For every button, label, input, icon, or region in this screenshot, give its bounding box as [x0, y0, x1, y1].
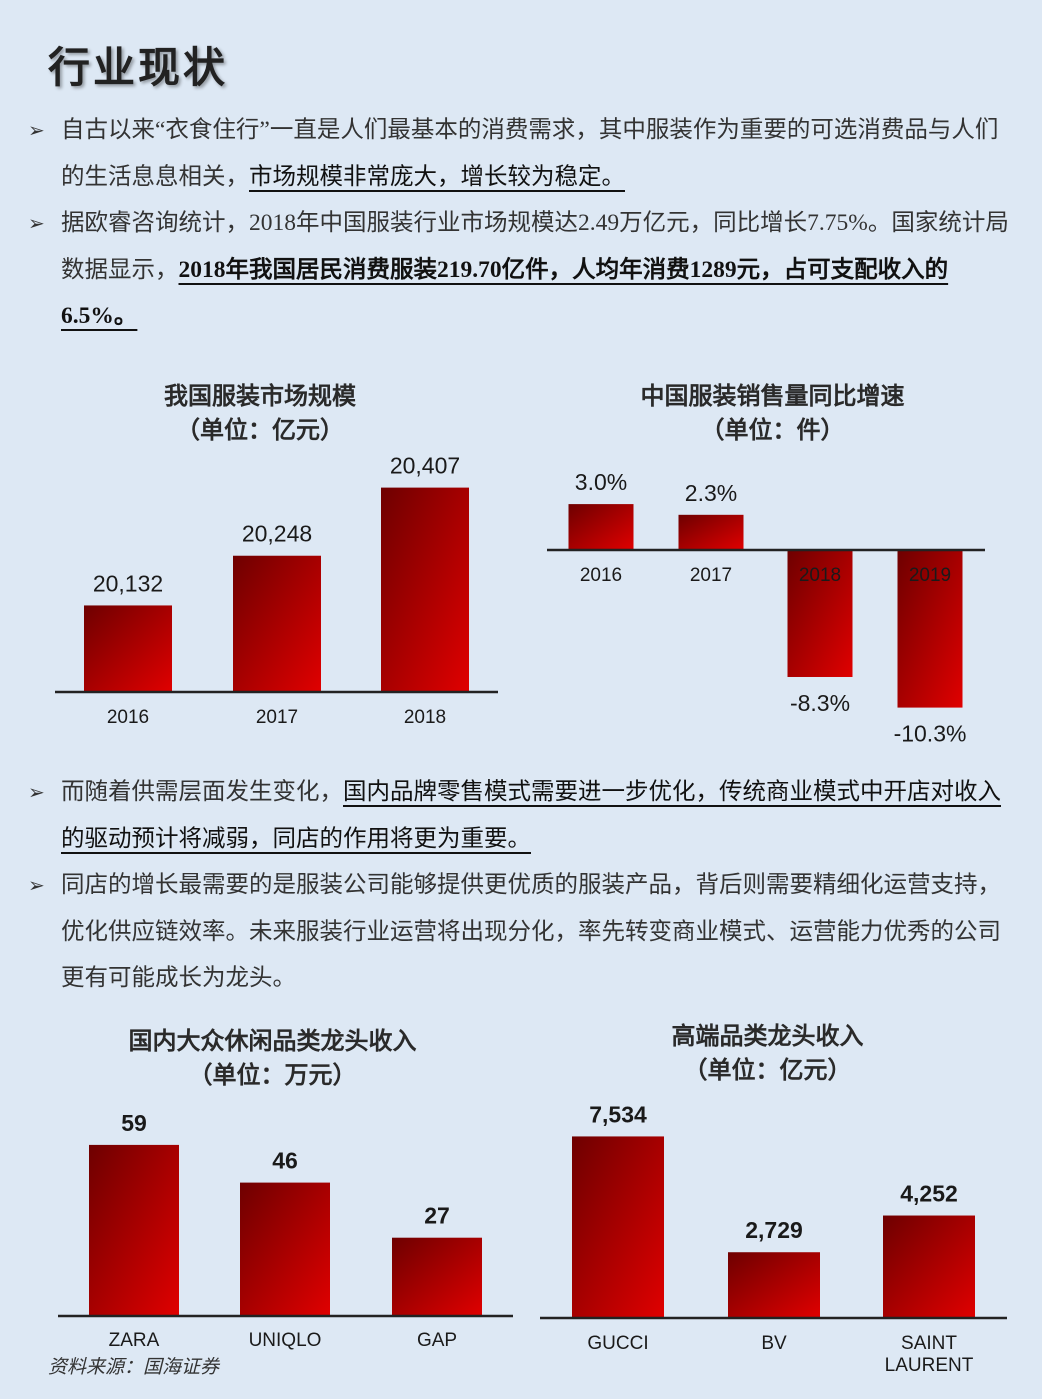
paragraph-emphasis: 国内品牌零售模式需要进一步优化，传统商业模式中开店对收入的驱动预计将减弱，同店的… — [61, 779, 1001, 852]
paragraph-text: 自古以来“衣食住行”一直是人们最基本的消费需求，其中服装作为重要的可选消费品与人… — [61, 117, 999, 190]
chart-subtitle: （单位：万元） — [188, 1063, 357, 1089]
source-note: 资料来源：国海证券 — [48, 1357, 220, 1378]
bullet-paragraph-3: ➢ 而随着供需层面发生变化，国内品牌零售模式需要进一步优化，传统商业模式中开店对… — [28, 769, 1018, 862]
chart-title: 国内大众休闲品类龙头收入 — [128, 1029, 417, 1055]
chart-subtitle: （单位：亿元） — [683, 1058, 852, 1084]
category-label: SAINT LAURENT — [885, 1333, 974, 1376]
arrow-bullet-icon: ➢ — [28, 211, 45, 235]
bar-2019 — [897, 550, 963, 708]
value-label: -10.3% — [894, 721, 967, 747]
value-label: 4,252 — [900, 1181, 958, 1207]
value-label: 2.3% — [685, 480, 737, 506]
value-label: 2,729 — [745, 1217, 803, 1243]
bar-bv — [728, 1252, 820, 1318]
chart-title: 我国服装市场规模 — [164, 384, 356, 410]
bar-2016 — [84, 605, 172, 692]
chart-3-title-block: 国内大众休闲品类龙头收入 （单位：万元） — [95, 1025, 450, 1093]
bullet-paragraph-2: ➢ 据欧睿咨询统计，2018年中国服装行业市场规模达2.49万亿元，同比增长7.… — [28, 200, 1018, 340]
arrow-bullet-icon: ➢ — [28, 118, 45, 142]
chart-2-title-block: 中国服装销售量同比增速 （单位：件） — [600, 380, 945, 448]
bar-2018 — [787, 550, 853, 677]
value-label: 46 — [272, 1148, 298, 1174]
paragraph-text: 同店的增长最需要的是服装公司能够提供更优质的服装产品，背后则需要精细化运营支持，… — [61, 872, 1001, 991]
chart-4-title-block: 高端品类龙头收入 （单位：亿元） — [625, 1020, 910, 1088]
category-label: GUCCI — [587, 1333, 648, 1354]
category-label: BV — [761, 1333, 787, 1354]
value-label: 3.0% — [575, 469, 627, 495]
category-label: 2018 — [799, 565, 841, 586]
category-label: 2018 — [404, 707, 446, 728]
paragraph-text: 而随着供需层面发生变化， — [61, 779, 343, 805]
chart-1-title-block: 我国服装市场规模 （单位：亿元） — [110, 380, 410, 448]
value-label: 27 — [424, 1203, 450, 1229]
bar-saint-laurent — [883, 1215, 975, 1318]
bar-2017 — [233, 555, 321, 692]
value-label: 20,407 — [390, 453, 460, 479]
chart-subtitle: （单位：件） — [700, 418, 845, 444]
value-label: -8.3% — [790, 690, 850, 716]
bar-2016 — [568, 504, 634, 550]
value-label: 20,132 — [93, 570, 163, 596]
bar-2018 — [381, 487, 469, 692]
category-label: ZARA — [109, 1330, 160, 1351]
bar-2017 — [678, 514, 744, 550]
paragraph-emphasis: 市场规模非常庞大，增长较为稳定。 — [249, 163, 625, 190]
paragraph-text: 据欧睿咨询统计，2018年中国服装行业市场规模达2.49万亿元，同比增长7.75… — [61, 210, 1009, 283]
category-label: 2016 — [580, 565, 622, 586]
bullet-paragraph-1: ➢ 自古以来“衣食住行”一直是人们最基本的消费需求，其中服装作为重要的可选消费品… — [28, 107, 1018, 200]
bar-gap — [392, 1237, 482, 1316]
page-title: 行业现状 — [48, 46, 229, 92]
paragraph-emphasis: 2018年我国居民消费服装219.70亿件，人均年消费1289元，占可支配收入的… — [61, 256, 949, 330]
value-label: 59 — [121, 1110, 147, 1136]
value-label: 7,534 — [589, 1101, 647, 1127]
bar-uniqlo — [240, 1182, 330, 1316]
chart-title: 高端品类龙头收入 — [671, 1024, 864, 1050]
category-label: 2017 — [690, 565, 732, 586]
arrow-bullet-icon: ➢ — [28, 780, 45, 804]
chart-subtitle: （单位：亿元） — [176, 418, 344, 444]
category-label: 2019 — [909, 565, 951, 586]
category-label: 2017 — [256, 707, 298, 728]
bullet-paragraph-4: ➢ 同店的增长最需要的是服装公司能够提供更优质的服装产品，背后则需要精细化运营支… — [28, 862, 1018, 1002]
chart-title: 中国服装销售量同比增速 — [640, 384, 905, 410]
category-label: GAP — [417, 1330, 457, 1351]
category-label: 2016 — [107, 707, 149, 728]
bar-zara — [89, 1144, 179, 1316]
category-label: UNIQLO — [249, 1330, 322, 1351]
arrow-bullet-icon: ➢ — [28, 873, 45, 897]
bar-gucci — [572, 1136, 664, 1318]
value-label: 20,248 — [242, 521, 312, 547]
